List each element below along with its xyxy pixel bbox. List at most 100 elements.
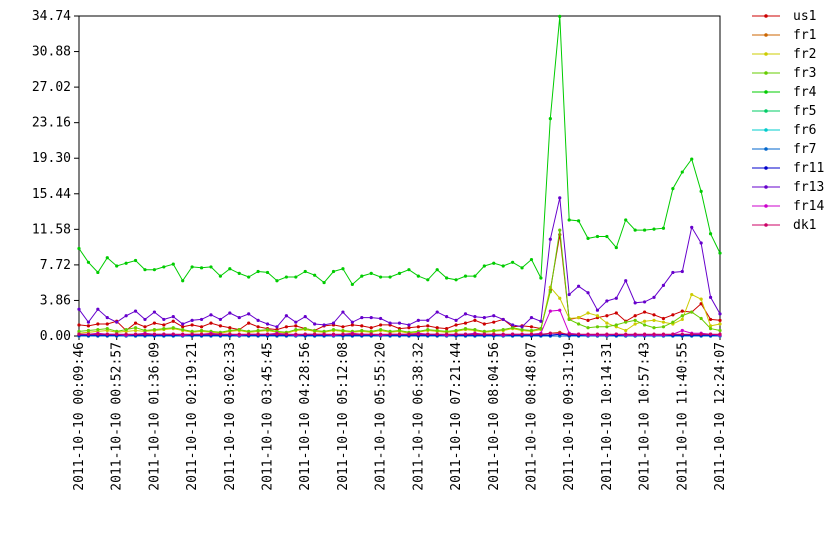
- data-point: [511, 323, 515, 327]
- x-tick-label: 2011-10-10 05:12:08: [336, 342, 351, 491]
- data-point: [256, 269, 260, 274]
- data-point: [190, 265, 194, 269]
- data-point: [397, 271, 402, 275]
- data-point: [228, 326, 232, 330]
- data-point: [586, 326, 590, 330]
- data-point: [633, 228, 637, 232]
- data-point: [416, 332, 420, 336]
- x-tick-label: 2011-10-10 07:21:44: [449, 342, 464, 491]
- data-point: [473, 332, 477, 336]
- data-point: [350, 320, 354, 324]
- data-point: [275, 279, 279, 283]
- data-point: [605, 314, 609, 318]
- data-point: [115, 264, 119, 268]
- data-point: [228, 267, 232, 271]
- data-point: [388, 332, 392, 336]
- data-point: [407, 326, 411, 330]
- data-point: [256, 332, 260, 336]
- data-point: [199, 266, 204, 270]
- data-point: [143, 332, 147, 336]
- y-tick-label: 34.74: [32, 9, 71, 24]
- data-point: [360, 328, 364, 333]
- data-point: [548, 237, 552, 241]
- y-tick-label: 27.02: [32, 80, 71, 95]
- data-point: [152, 332, 157, 336]
- data-point: [520, 327, 524, 332]
- data-point: [690, 310, 694, 314]
- data-point: [209, 321, 213, 325]
- data-point: [360, 274, 364, 278]
- y-tick-label: 0.00: [40, 329, 71, 344]
- data-point: [661, 332, 666, 336]
- legend-label: fr4: [793, 85, 817, 100]
- data-point: [454, 328, 458, 333]
- data-point: [379, 327, 383, 332]
- data-point: [548, 290, 552, 294]
- data-point: [247, 312, 251, 316]
- legend-label: fr14: [793, 199, 824, 214]
- data-point: [124, 327, 128, 332]
- data-point: [77, 246, 81, 251]
- data-point: [162, 332, 166, 336]
- data-point: [661, 320, 666, 324]
- data-point: [199, 328, 204, 333]
- data-point: [492, 332, 496, 336]
- data-point: [520, 266, 524, 270]
- data-point: [284, 275, 288, 279]
- data-point: [265, 327, 270, 332]
- x-tick-label: 2011-10-10 08:04:56: [487, 342, 502, 491]
- data-point: [426, 327, 430, 332]
- data-point: [303, 269, 307, 274]
- data-point: [275, 332, 279, 336]
- data-point: [209, 265, 213, 269]
- data-point: [435, 326, 439, 330]
- data-point: [548, 117, 552, 121]
- data-point: [718, 332, 722, 336]
- data-point: [190, 318, 194, 322]
- data-point: [124, 332, 128, 336]
- data-point: [416, 318, 420, 322]
- data-point: [463, 327, 468, 331]
- data-point: [529, 315, 534, 320]
- data-point: [473, 327, 477, 332]
- data-point: [586, 291, 590, 295]
- data-point: [115, 320, 119, 324]
- data-point: [190, 329, 194, 333]
- data-point: [115, 329, 119, 333]
- data-point: [539, 319, 543, 323]
- data-point: [680, 269, 684, 274]
- data-point: [162, 265, 166, 269]
- x-tick-label: 2011-10-10 10:14:31: [600, 342, 615, 491]
- data-point: [407, 332, 411, 336]
- data-point: [680, 332, 684, 336]
- data-point: [642, 228, 647, 232]
- data-point: [331, 332, 336, 336]
- legend-label: dk1: [793, 218, 816, 233]
- data-point: [511, 326, 515, 330]
- data-point: [237, 271, 241, 275]
- data-point: [388, 321, 392, 325]
- data-point: [558, 296, 562, 300]
- data-point: [614, 332, 618, 336]
- data-point: [171, 315, 175, 319]
- data-point: [595, 314, 600, 318]
- data-point: [624, 279, 628, 283]
- data-point: [501, 264, 505, 268]
- data-point: [463, 274, 468, 278]
- data-point: [614, 311, 618, 315]
- data-point: [661, 325, 666, 329]
- data-point: [303, 327, 307, 331]
- data-point: [96, 332, 100, 336]
- data-point: [708, 295, 713, 299]
- data-point: [671, 332, 675, 336]
- data-point: [77, 323, 81, 327]
- data-point: [492, 320, 496, 324]
- data-point: [313, 332, 317, 336]
- data-point: [426, 318, 430, 322]
- data-point: [454, 278, 458, 282]
- data-point: [284, 325, 288, 329]
- data-point: [624, 320, 628, 324]
- data-point: [652, 295, 656, 299]
- data-point: [171, 262, 175, 266]
- data-point: [86, 260, 91, 264]
